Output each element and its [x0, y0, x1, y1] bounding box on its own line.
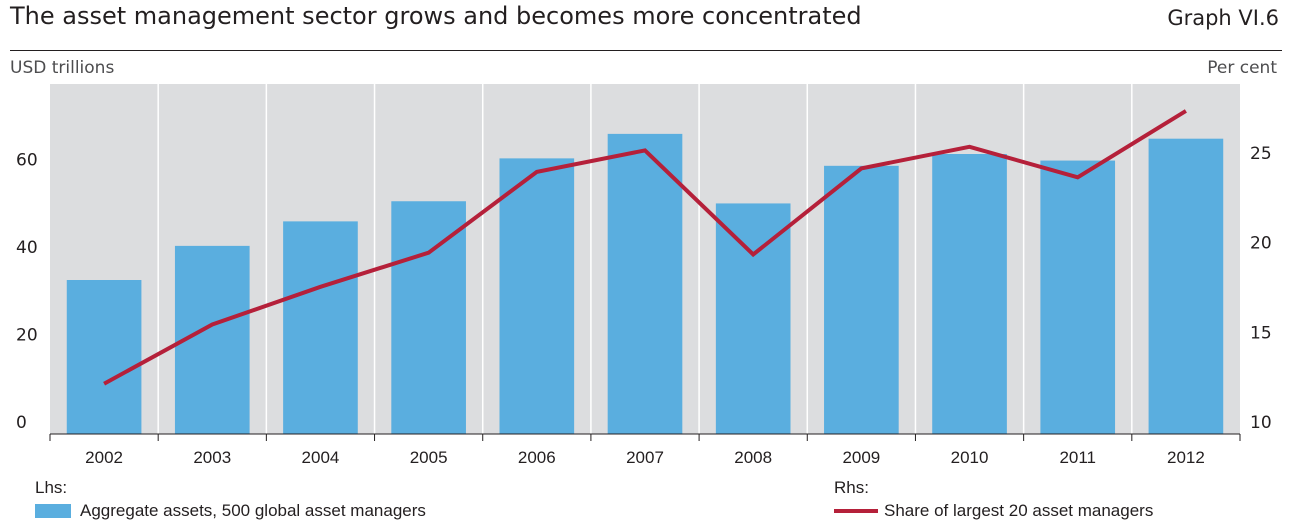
legend-bar-label: Aggregate assets, 500 global asset manag…	[80, 501, 426, 520]
bar-2008	[715, 203, 791, 434]
left-tick-label: 0	[16, 413, 27, 433]
x-tick-label: 2005	[410, 448, 448, 467]
bar-2006	[499, 158, 575, 434]
bar-2002	[66, 280, 142, 434]
bar-2011	[1040, 160, 1116, 434]
bar-2012	[1148, 138, 1224, 434]
x-tick-label: 2003	[193, 448, 231, 467]
x-tick-label: 2008	[734, 448, 772, 467]
x-tick-label: 2006	[518, 448, 556, 467]
legend-lhs-heading: Lhs:	[35, 478, 68, 497]
right-tick-label: 15	[1250, 323, 1272, 343]
graph-number: Graph VI.6	[1167, 6, 1279, 30]
x-tick-label: 2012	[1167, 448, 1205, 467]
bar-2010	[932, 154, 1007, 434]
bar-2004	[283, 221, 358, 434]
legend-bar-swatch	[35, 504, 71, 518]
x-tick-label: 2007	[626, 448, 664, 467]
x-tick-label: 2011	[1059, 448, 1096, 467]
right-tick-label: 20	[1250, 234, 1272, 254]
bar-2005	[391, 201, 466, 434]
right-tick-label: 25	[1250, 144, 1272, 164]
x-tick-label: 2004	[302, 448, 340, 467]
left-axis-unit: USD trillions	[10, 58, 115, 78]
x-tick-label: 2002	[85, 448, 123, 467]
legend-line-label: Share of largest 20 asset managers	[884, 501, 1154, 520]
legend-line-swatch	[834, 509, 878, 513]
right-tick-label: 10	[1250, 413, 1272, 433]
bar-2007	[607, 133, 683, 434]
legend-rhs-heading: Rhs:	[834, 478, 869, 497]
share-line	[103, 109, 1187, 386]
bar-2009	[824, 165, 899, 434]
left-tick-label: 60	[16, 151, 38, 171]
x-tick-label: 2010	[951, 448, 989, 467]
left-tick-label: 40	[16, 238, 38, 258]
left-tick-label: 20	[16, 326, 38, 346]
right-axis-unit: Per cent	[1207, 58, 1277, 78]
x-tick-label: 2009	[842, 448, 880, 467]
chart-title: The asset management sector grows and be…	[10, 2, 862, 30]
title-rule	[10, 50, 1282, 51]
